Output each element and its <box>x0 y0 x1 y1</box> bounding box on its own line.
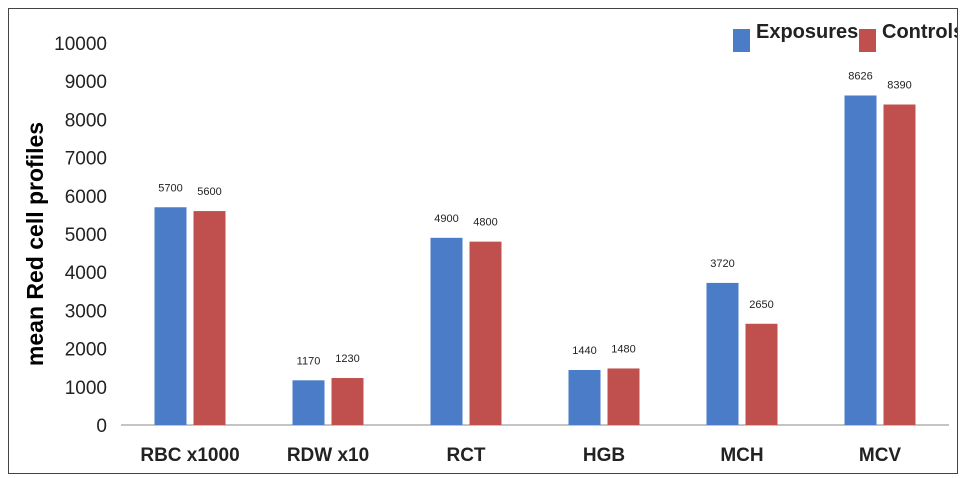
x-tick-label: RBC x1000 <box>140 445 239 466</box>
y-axis-label: mean Red cell profiles <box>22 122 48 366</box>
data-label: 2650 <box>749 299 773 311</box>
bar-exposures-0 <box>154 207 187 425</box>
bar-controls-2 <box>469 241 502 425</box>
legend: Exposures Controls <box>733 21 962 52</box>
data-label: 5600 <box>197 186 221 198</box>
data-label: 1230 <box>335 353 359 365</box>
bar-controls-0 <box>193 211 226 425</box>
data-label: 1170 <box>297 355 321 367</box>
bar-exposures-3 <box>568 369 601 425</box>
bar-exposures-5 <box>844 95 877 425</box>
y-tick-label: 9000 <box>65 72 107 93</box>
y-tick-label: 7000 <box>65 149 107 170</box>
y-tick-label: 10000 <box>54 34 107 55</box>
legend-label-controls: Controls <box>882 21 957 43</box>
x-tick-label: HGB <box>583 445 625 466</box>
data-label: 8626 <box>848 70 872 82</box>
bar-controls-4 <box>745 323 778 425</box>
data-label: 8390 <box>887 80 911 92</box>
chart-frame: mean Red cell profiles 0 1000 2000 3000 4000… <box>8 8 962 474</box>
data-label: 3720 <box>710 258 734 270</box>
bar-exposures-2 <box>430 237 463 425</box>
data-label: 4800 <box>473 217 497 229</box>
x-tick-label: MCH <box>720 445 763 466</box>
bar-exposures-4 <box>706 282 739 425</box>
bar-chart: mean Red cell profiles 0 1000 2000 3000 4000… <box>22 21 962 466</box>
x-tick-label: MCV <box>859 445 902 466</box>
legend-label-exposures: Exposures <box>756 21 858 43</box>
x-tick-label: RCT <box>446 445 485 466</box>
y-tick-label: 4000 <box>65 263 107 284</box>
data-label: 1480 <box>611 343 635 355</box>
y-tick-label: 2000 <box>65 340 107 361</box>
y-tick-label: 5000 <box>65 225 107 246</box>
bar-controls-5 <box>883 104 916 425</box>
x-tick-label: RDW x10 <box>287 445 369 466</box>
y-tick-label: 8000 <box>65 110 107 131</box>
legend-swatch-controls <box>859 29 876 52</box>
y-tick-label: 0 <box>96 416 107 437</box>
bar-exposures-1 <box>292 380 325 425</box>
y-tick-label: 6000 <box>65 187 107 208</box>
legend-swatch-exposures <box>733 29 750 52</box>
data-label: 1440 <box>572 345 596 357</box>
y-tick-label: 3000 <box>65 301 107 322</box>
data-label: 5700 <box>158 182 182 194</box>
y-tick-label: 1000 <box>65 378 107 399</box>
bar-controls-3 <box>607 368 640 425</box>
data-label: 4900 <box>434 213 458 225</box>
bar-controls-1 <box>331 378 364 425</box>
